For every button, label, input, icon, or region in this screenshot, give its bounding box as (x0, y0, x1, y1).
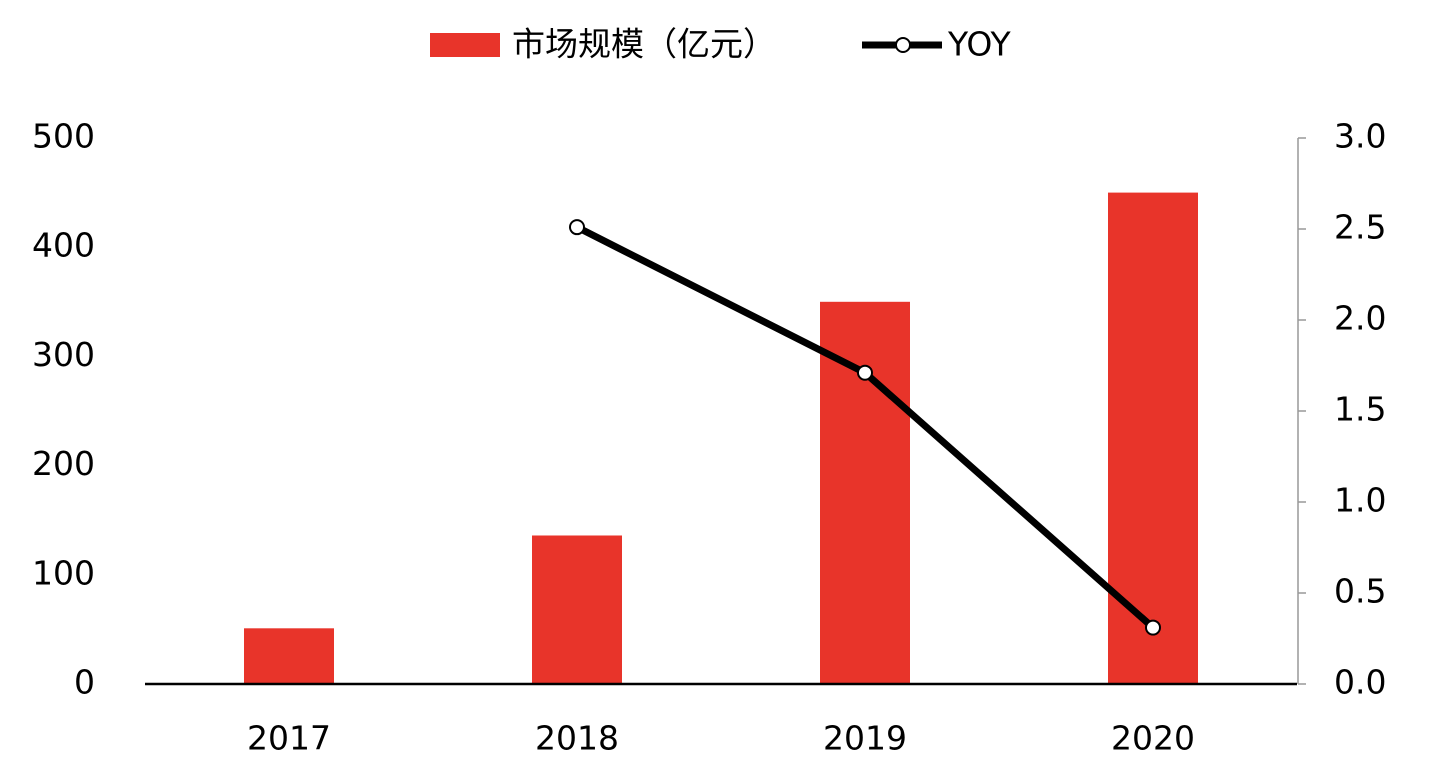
x-tick-label: 2020 (1111, 719, 1195, 758)
y-tick-label: 300 (32, 335, 95, 374)
y-tick-label: 200 (32, 444, 95, 483)
y2-tick-label: 0.5 (1334, 572, 1386, 611)
y2-tick-label: 2.0 (1334, 299, 1386, 338)
x-tick-label: 2017 (247, 719, 331, 758)
x-tick-label: 2019 (823, 719, 907, 758)
y2-tick-label: 1.5 (1334, 390, 1386, 429)
y2-tick-label: 3.0 (1334, 117, 1386, 156)
line-point (1145, 619, 1161, 636)
y-tick-label: 0 (74, 663, 95, 702)
bar (532, 535, 622, 684)
legend-swatch (895, 37, 911, 53)
legend-swatch (430, 33, 500, 57)
y-tick-label: 500 (32, 117, 95, 156)
bar (244, 628, 334, 684)
x-tick-label: 2018 (535, 719, 619, 758)
y2-tick-label: 0.0 (1334, 663, 1386, 702)
y2-tick-label: 2.5 (1334, 208, 1386, 247)
y-tick-label: 400 (32, 226, 95, 265)
y-tick-label: 100 (32, 553, 95, 592)
legend-label: YOY (947, 25, 1012, 64)
bar (1108, 192, 1198, 684)
line-point (857, 364, 873, 381)
y2-tick-label: 1.0 (1334, 481, 1386, 520)
legend-label: 市场规模（亿元） (512, 25, 776, 64)
line-point (569, 219, 585, 236)
